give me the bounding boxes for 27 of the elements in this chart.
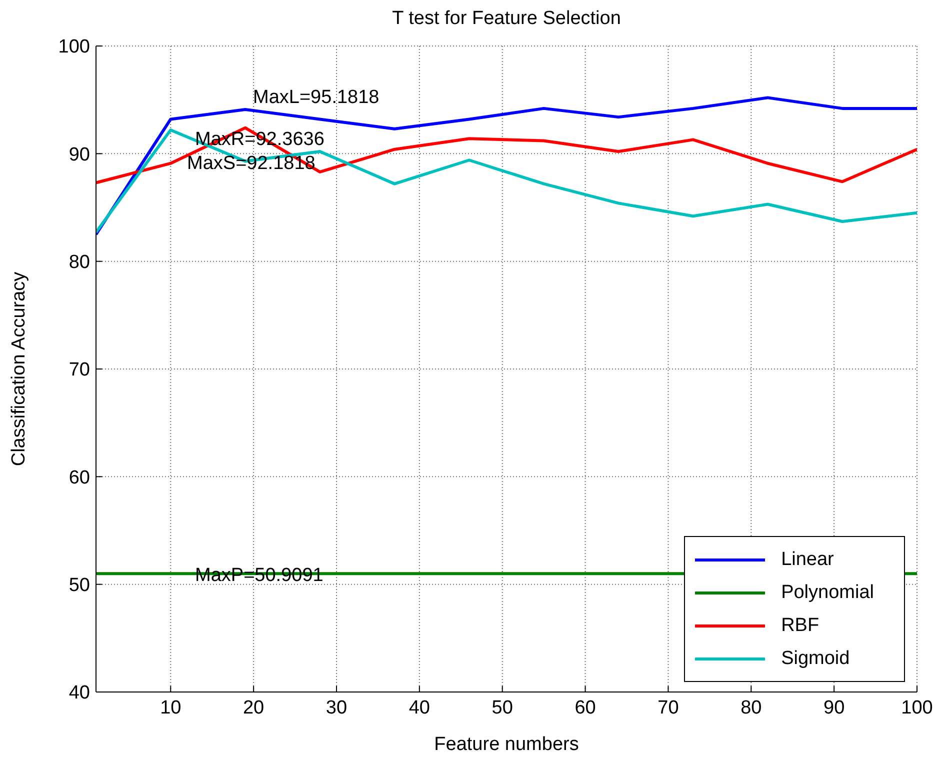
legend-label: RBF: [781, 614, 820, 636]
x-tick-label: 100: [901, 697, 933, 718]
y-tick-label: 80: [68, 252, 90, 274]
y-tick-label: 90: [68, 144, 90, 166]
chart-title: T test for Feature Selection: [391, 8, 622, 30]
annotation: MaxL=95.1818: [253, 87, 380, 108]
x-tick-label: 20: [242, 697, 264, 718]
y-tick-label: 40: [68, 682, 90, 704]
x-tick-label: 10: [160, 697, 182, 718]
x-tick-label: 90: [824, 697, 845, 718]
y-tick-label: 100: [58, 36, 90, 58]
x-axis-title: Feature numbers: [434, 734, 579, 755]
legend-label: Linear: [781, 548, 834, 570]
y-tick-label: 60: [68, 467, 90, 488]
line-series: [96, 126, 917, 184]
legend-label: Sigmoid: [781, 648, 850, 670]
y-tick-label: 70: [68, 360, 90, 381]
y-tick-label: 50: [68, 575, 90, 596]
x-tick-label: 60: [574, 697, 596, 718]
x-tick-label: 30: [326, 697, 348, 718]
x-tick-label: 50: [492, 697, 513, 718]
x-tick-label: 70: [658, 697, 679, 718]
x-tick-label: 40: [408, 697, 430, 718]
line-series: [96, 128, 917, 234]
y-axis-title: Classification Accuracy: [8, 271, 30, 466]
x-tick-label: 80: [740, 697, 762, 718]
legend-label: Polynomial: [781, 582, 874, 604]
